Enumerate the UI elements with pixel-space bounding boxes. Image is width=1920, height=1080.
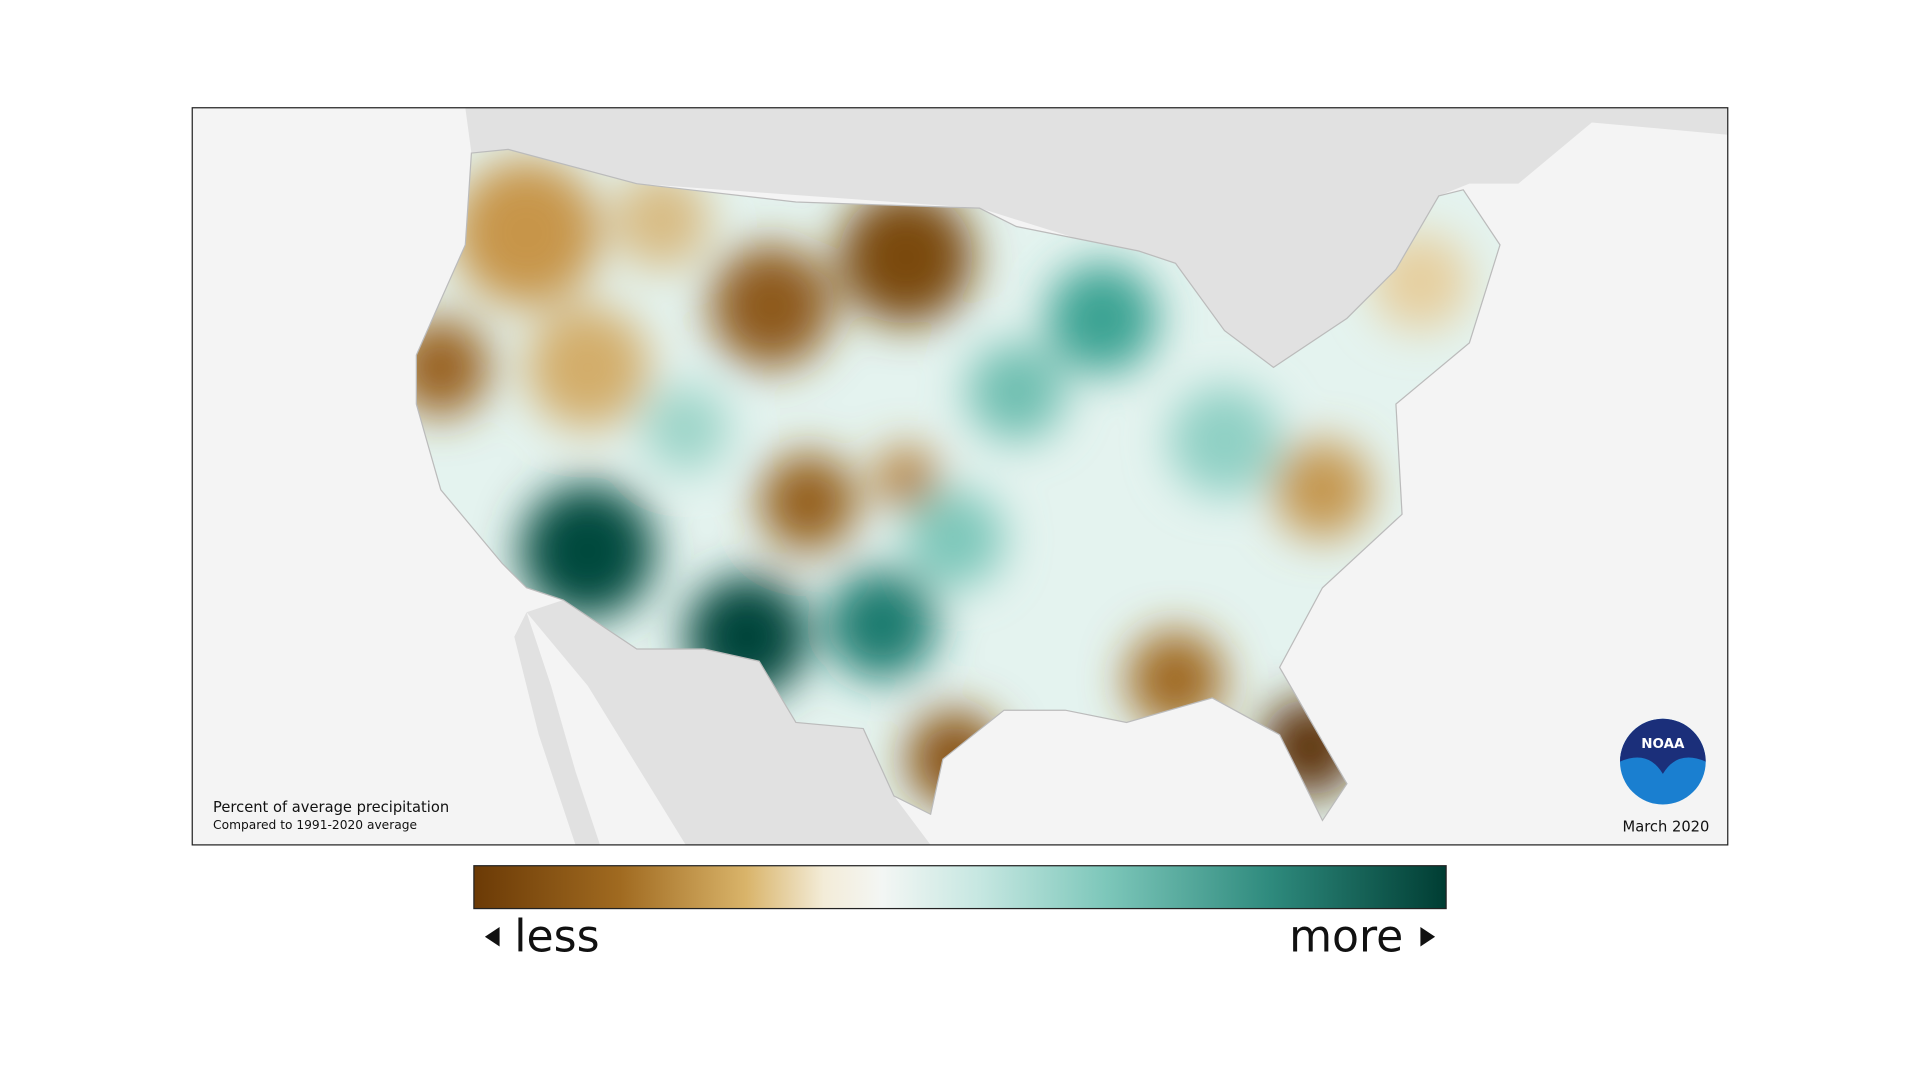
subcaption: Compared to 1991-2020 average (213, 818, 417, 832)
map-frame (191, 107, 1729, 846)
logo-text: NOAA (1641, 737, 1685, 752)
legend-high: more (1289, 911, 1403, 962)
more-arrow (1420, 926, 1436, 947)
map-area (192, 107, 1728, 845)
less-arrow (484, 926, 500, 947)
caption: Percent of average precipitation (213, 799, 449, 816)
color-bar (473, 865, 1447, 910)
date: March 2020 (1623, 818, 1710, 835)
noaa-logo: NOAA (1620, 718, 1706, 805)
legend-low: less (514, 911, 599, 962)
